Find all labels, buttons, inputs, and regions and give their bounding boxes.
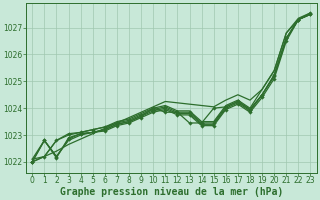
X-axis label: Graphe pression niveau de la mer (hPa): Graphe pression niveau de la mer (hPa) xyxy=(60,186,283,197)
